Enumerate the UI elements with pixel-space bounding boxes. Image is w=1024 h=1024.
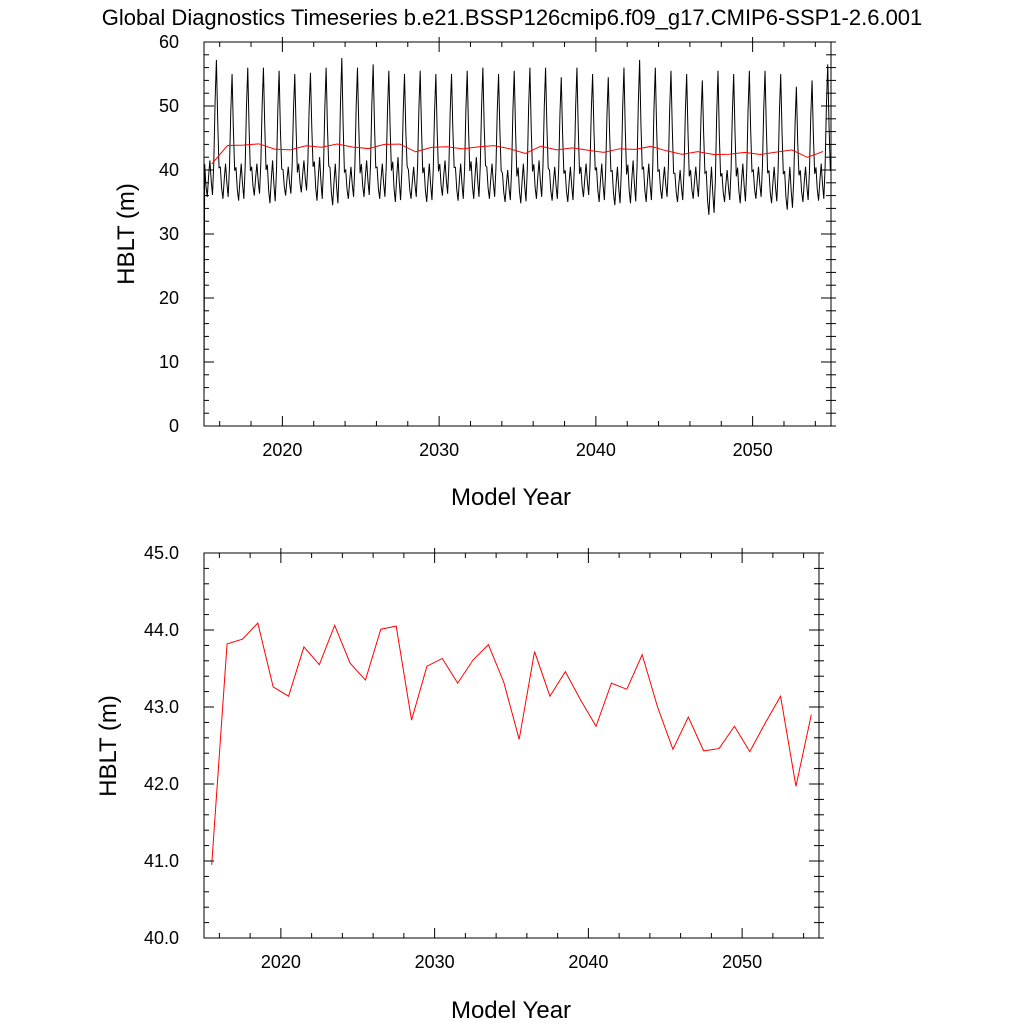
top-plot-frame — [203, 41, 832, 427]
x-tick-label: 2040 — [568, 952, 608, 972]
y-tick-label: 0 — [169, 416, 179, 436]
bottom-panel: 2020 2030 2040 2050 40.0 41.0 42.0 43.0 44.0 45.0… — [95, 543, 824, 1024]
y-tick-label: 43.0 — [144, 697, 179, 717]
y-tick-label: 60 — [159, 32, 179, 52]
bottom-plot-area — [211, 622, 812, 865]
top-plot-area — [204, 57, 831, 401]
monthly-series-line — [204, 57, 831, 401]
x-tick-label: 2050 — [733, 440, 773, 460]
annual-mean-series-line — [211, 622, 812, 865]
x-tick-label: 2020 — [262, 440, 302, 460]
y-tick-label: 10 — [159, 352, 179, 372]
y-tick-label: 42.0 — [144, 774, 179, 794]
x-tick-label: 2030 — [415, 952, 455, 972]
y-tick-label: 30 — [159, 224, 179, 244]
x-tick-label: 2040 — [576, 440, 616, 460]
y-tick-label: 45.0 — [144, 543, 179, 563]
y-tick-label: 41.0 — [144, 851, 179, 871]
bottom-ticks: 2020 2030 2040 2050 40.0 41.0 42.0 43.0 44.0 45.0 — [144, 543, 824, 972]
y-tick-label: 50 — [159, 96, 179, 116]
y-tick-label: 44.0 — [144, 620, 179, 640]
y-tick-label: 40 — [159, 160, 179, 180]
top-x-axis-label: Model Year — [451, 484, 571, 511]
annual-mean-series-line — [211, 143, 824, 165]
x-tick-label: 2030 — [419, 440, 459, 460]
bottom-plot-frame — [203, 552, 820, 939]
x-tick-label: 2050 — [722, 952, 762, 972]
figure-title: Global Diagnostics Timeseries b.e21.BSSP… — [102, 5, 923, 30]
y-tick-label: 40.0 — [144, 928, 179, 948]
top-y-axis-label: HBLT (m) — [113, 183, 140, 285]
bottom-y-axis-label: HBLT (m) — [95, 695, 122, 797]
bottom-x-axis-label: Model Year — [451, 997, 571, 1024]
y-tick-label: 20 — [159, 288, 179, 308]
x-tick-label: 2020 — [261, 952, 301, 972]
